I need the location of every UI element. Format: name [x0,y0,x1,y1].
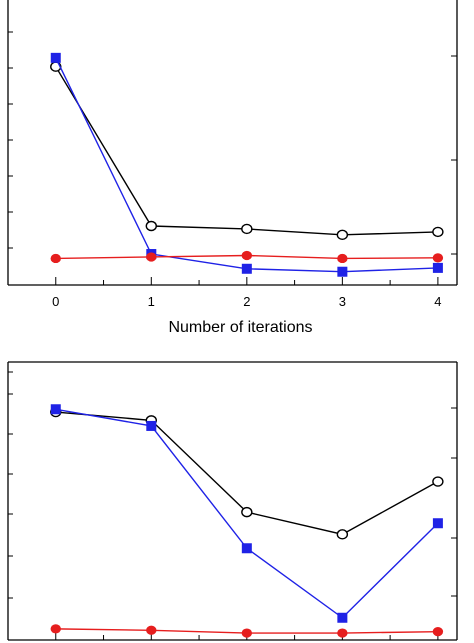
data-point-filled-circle [241,250,253,261]
x-tick-label: 1 [148,294,155,309]
data-point-filled-circle [241,628,253,638]
series-line-2 [55,57,438,273]
data-point-filled-circle [432,627,444,637]
data-point-square [337,266,348,277]
data-point-open-circle [336,229,349,241]
data-point-filled-circle [337,628,348,638]
data-point-open-circle [241,506,253,518]
data-point-open-circle [336,529,349,540]
x-tick-label: 0 [52,294,59,309]
chart-panel-bottom [7,361,458,641]
data-point-filled-circle [50,624,61,634]
x-tick-label: 4 [434,294,441,309]
data-point-square [432,262,443,273]
x-tick-label: 2 [243,294,250,309]
data-point-filled-circle [50,253,61,264]
data-point-square [241,543,252,554]
data-point-square [432,518,443,529]
data-point-square [146,420,157,431]
data-point-square [241,263,252,274]
data-point-open-circle [432,226,444,238]
data-point-square [50,404,61,415]
data-point-open-circle [145,220,157,232]
data-point-filled-circle [432,253,444,263]
data-point-square [337,612,348,623]
x-tick-label: 3 [339,294,346,309]
data-point-square [50,52,61,63]
data-point-filled-circle [337,253,348,264]
data-point-filled-circle [146,252,157,262]
x-axis-title: Number of iterations [168,319,312,336]
series-line-1 [55,66,438,236]
data-point-open-circle [432,476,444,487]
data-point-filled-circle [146,625,157,635]
data-point-open-circle [241,223,253,235]
chart-panel-top: 0 1 2 3 4 Number of iterations [7,0,458,336]
